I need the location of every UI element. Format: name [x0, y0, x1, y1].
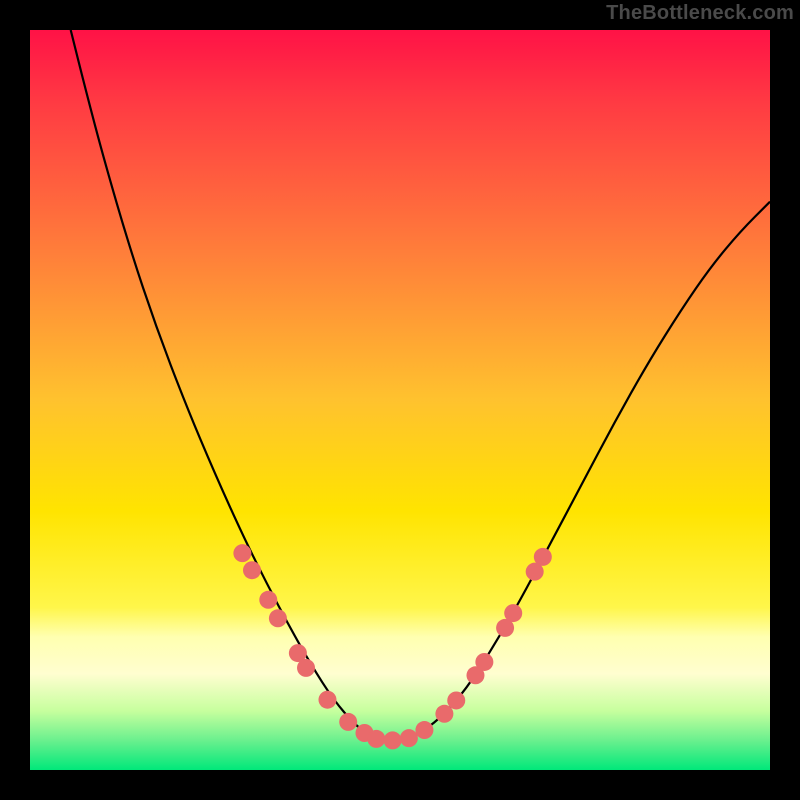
marker-dot — [339, 713, 357, 731]
marker-dot — [384, 731, 402, 749]
plot-area — [30, 30, 770, 770]
marker-dot — [504, 604, 522, 622]
marker-dot — [534, 548, 552, 566]
marker-dot — [259, 591, 277, 609]
marker-dot — [400, 729, 418, 747]
marker-dot — [297, 659, 315, 677]
marker-dot — [475, 653, 493, 671]
marker-dot — [269, 609, 287, 627]
chart-svg — [0, 0, 800, 800]
marker-dot — [367, 730, 385, 748]
chart-canvas: TheBottleneck.com — [0, 0, 800, 800]
marker-dot — [233, 544, 251, 562]
marker-dot — [415, 721, 433, 739]
marker-dot — [318, 691, 336, 709]
marker-dot — [243, 561, 261, 579]
watermark-label: TheBottleneck.com — [606, 2, 794, 25]
marker-dot — [447, 691, 465, 709]
